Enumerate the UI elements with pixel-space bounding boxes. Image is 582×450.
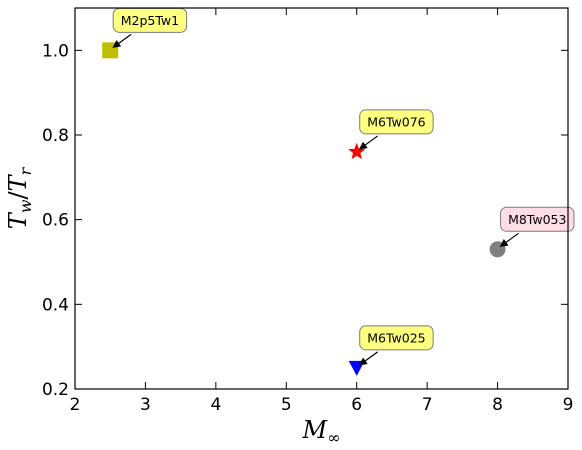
annotation-arrow [112,33,132,48]
annotation-label: M2p5Tw1 [121,13,179,28]
annotation-box [500,206,575,232]
x-tick-label: 2 [70,395,81,415]
point-m6tw076 [348,142,366,160]
y-tick-label: 0.6 [42,211,69,231]
x-tick-label: 6 [351,395,362,415]
annotations: M2p5Tw1 M6Tw076 M8Tw053 M6Tw025 [112,7,575,366]
y-tick-label: 0.2 [42,380,69,400]
x-tick-label: 4 [210,395,221,415]
annotation-arrow [358,135,379,150]
plot-frame [74,7,569,390]
annotation-label: M8Tw053 [508,212,566,227]
x-tick-label: 9 [563,395,574,415]
y-tick-label: 0.4 [42,295,69,315]
annotation-box [359,325,434,351]
axis-ticks: 2 3 4 5 6 7 8 9 0.2 0.4 0.6 0.8 1.0 [42,8,573,415]
y-tick-label: 0.8 [42,126,69,146]
x-tick-label: 8 [492,395,503,415]
x-tick-label: 3 [140,395,151,415]
x-tick-label: 5 [281,395,292,415]
x-tick-label: 7 [422,395,433,415]
annotation-arrow [499,232,519,247]
annotation-label: M6Tw025 [367,330,425,345]
y-tick-label: 1.0 [42,41,69,61]
y-axis-label: Tw/Tr [4,166,35,229]
data-points [102,42,506,376]
annotation-arrow [358,351,379,366]
x-axis-label: M∞ [302,416,341,447]
annotation-label: M6Tw076 [367,114,425,129]
annotation-box [359,109,434,135]
